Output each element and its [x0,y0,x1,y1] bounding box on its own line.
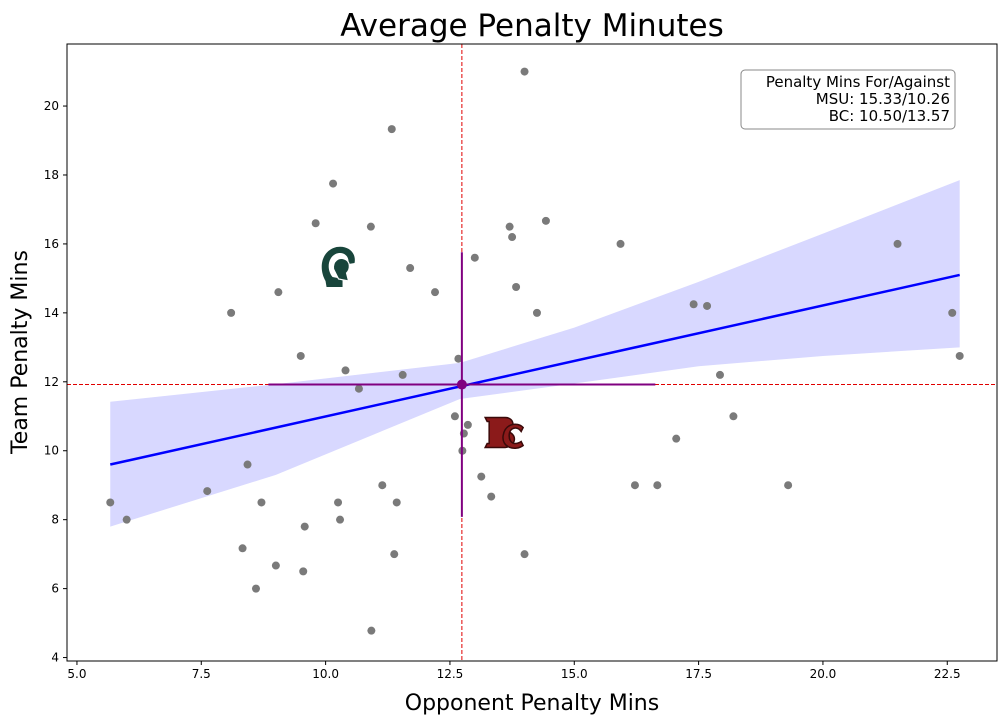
msu-logo-marker [321,246,355,288]
scatter-point [243,460,252,469]
x-tick-label: 17.5 [685,667,712,681]
scatter-point [406,264,415,273]
scatter-point [392,498,401,507]
scatter-point [520,550,529,559]
confidence-band [110,180,960,527]
scatter-point [329,179,338,188]
regression-line [109,273,960,466]
scatter-point [366,222,375,231]
y-tick-label: 10 [44,444,59,458]
annotation-title: Penalty Mins For/Against [766,73,950,91]
scatter-point [512,283,521,292]
scatter-point [477,472,486,481]
scatter-point [227,308,236,317]
scatter-point [341,366,350,375]
scatter-point [203,487,212,496]
scatter-point [630,481,639,490]
chart-title: Average Penalty Minutes [340,8,723,44]
scatter-point [729,412,738,421]
y-tick-label: 12 [44,375,59,389]
y-tick-label: 18 [44,168,59,182]
scatter-point [689,300,698,309]
scatter-point [541,216,550,225]
x-axis-label: Opponent Penalty Mins [405,691,659,716]
scatter-point [296,351,305,360]
axes: 5.0 7.5 10.0 12.5 15.0 17.5 20.0 22.5 4 6 8 10 12 14 1… [44,43,998,681]
scatter-point [955,351,964,360]
y-tick-label: 8 [51,513,59,527]
scatter-point [463,420,472,429]
msu-face-shape [332,257,350,282]
scatter-point [300,522,309,531]
scatter-point [450,412,459,421]
msu-helmet-shape [321,246,355,288]
annotation-bc: BC: 10.50/13.57 [829,107,950,125]
scatter-point [257,498,266,507]
y-tick-label: 4 [51,651,59,665]
scatter-point [271,561,280,570]
x-tick-label: 7.5 [192,667,211,681]
scatter-point [334,498,343,507]
scatter-point [520,67,529,76]
scatter-point [106,498,115,507]
scatter-point [311,219,320,228]
scatter-point [122,515,131,524]
scatter-point [378,481,387,490]
bc-letter-c [502,423,525,449]
scatter-point [390,550,399,559]
scatter-point [505,222,514,231]
y-tick-label: 16 [44,237,59,251]
scatter-point [398,370,407,379]
y-tick-label: 20 [44,99,59,113]
scatter-point [948,308,957,317]
scatter-point [354,384,363,393]
scatter-point [251,584,260,593]
scatter-point [653,481,662,490]
x-tick-label: 5.0 [67,667,86,681]
scatter-point [487,492,496,501]
scatter-point [367,626,376,635]
scatter-point [703,301,712,310]
x-tick-label: 12.5 [437,667,464,681]
scatter-point [454,354,463,363]
scatter-point [672,434,681,443]
plot-frame [66,43,998,662]
annotation-box: Penalty Mins For/Against MSU: 15.33/10.2… [740,69,956,130]
scatter-point [532,308,541,317]
scatter-point [336,515,345,524]
x-tick-label: 15.0 [561,667,588,681]
y-tick-label: 6 [51,582,59,596]
scatter-point [387,125,396,134]
bc-logo-marker [483,416,525,449]
x-tick-label: 20.0 [810,667,837,681]
scatter-point [616,239,625,248]
y-tick-label: 14 [44,306,59,320]
scatter-point [238,544,247,553]
scatter-point [274,288,283,297]
scatter-point [784,481,793,490]
x-tick-label: 22.5 [934,667,961,681]
x-tick-label: 10.0 [312,667,339,681]
scatter-point [431,288,440,297]
annotation-msu: MSU: 15.33/10.26 [816,90,950,108]
scatter-point [508,233,517,242]
scatter-point [299,567,308,576]
plot-area [67,44,997,661]
scatter-point [470,253,479,262]
scatter-point [715,370,724,379]
scatter-point [893,239,902,248]
mean-point [456,379,467,390]
y-axis-label: Team Penalty Mins [8,250,33,455]
